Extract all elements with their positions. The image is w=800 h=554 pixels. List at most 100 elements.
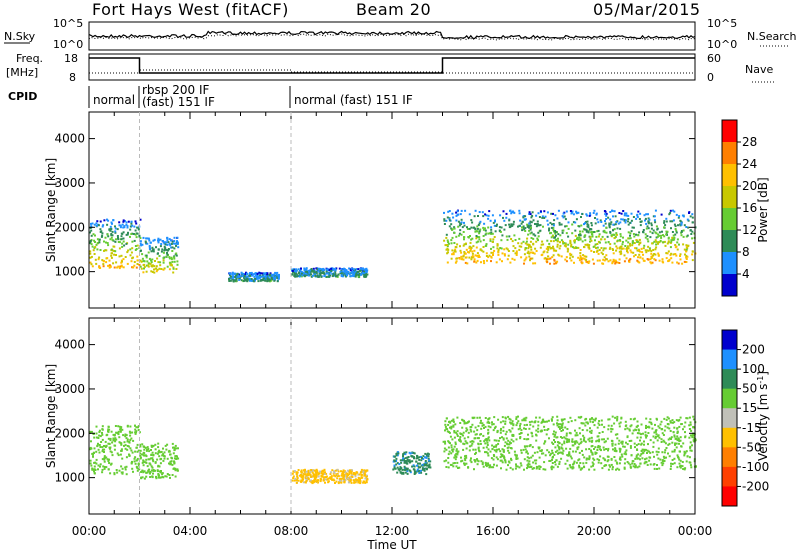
velocity-echo-cell — [110, 451, 113, 454]
velocity-echo-cell — [462, 448, 465, 451]
velocity-echo-cell — [629, 418, 632, 421]
velocity-echo-cell — [343, 478, 345, 481]
velocity-echo-cell — [492, 423, 495, 426]
velocity-echo-cell — [465, 456, 468, 459]
power-echo-cell — [524, 230, 527, 232]
power-echo-cell — [626, 248, 629, 251]
power-echo-cell — [459, 249, 462, 252]
velocity-echo-cell — [138, 468, 141, 471]
power-echo-cell — [611, 261, 614, 264]
power-echo-cell — [605, 226, 608, 229]
power-echo-cell — [653, 253, 656, 255]
power-echo-cell — [168, 256, 171, 259]
velocity-echo-cell — [394, 467, 397, 470]
power-cbar-swatch — [722, 120, 737, 143]
power-echo-cell — [463, 251, 466, 253]
velocity-echo-cell — [539, 430, 542, 433]
velocity-echo-cell — [639, 462, 642, 465]
power-echo-cell — [309, 273, 312, 276]
power-echo-cell — [464, 261, 467, 264]
power-echo-cell — [649, 258, 652, 261]
power-echo-cell — [235, 274, 238, 277]
velocity-echo-cell — [599, 455, 602, 458]
velocity-echo-cell — [296, 475, 299, 478]
power-echo-cell — [570, 253, 573, 256]
power-echo-cell — [142, 264, 145, 266]
power-echo-cell — [527, 233, 530, 236]
velocity-echo-cell — [623, 467, 626, 470]
power-echo-cell — [650, 224, 653, 227]
power-echo-cell — [571, 246, 574, 249]
velocity-echo-cell — [630, 439, 633, 442]
velocity-echo-cell — [519, 427, 522, 430]
power-echo-cell — [592, 245, 595, 248]
power-echo-cell — [473, 215, 476, 218]
power-echo-cell — [508, 235, 511, 238]
power-echo-cell — [543, 217, 546, 219]
power-echo-cell — [457, 220, 460, 223]
velocity-echo-cell — [412, 468, 415, 471]
power-echo-cell — [363, 273, 366, 276]
power-echo-cell — [534, 262, 537, 265]
power-echo-cell — [652, 215, 655, 218]
velocity-echo-cell — [491, 444, 494, 447]
power-echo-cell — [616, 239, 619, 242]
power-echo-cell — [552, 212, 554, 215]
power-echo-cell — [614, 215, 617, 218]
velocity-echo-cell — [592, 464, 594, 467]
power-echo-cell — [609, 218, 612, 221]
power-echo-cell — [611, 248, 614, 250]
velocity-echo-cell — [405, 451, 408, 454]
power-echo-cell — [616, 261, 619, 264]
velocity-echo-cell — [406, 472, 409, 475]
velocity-echo-cell — [357, 481, 360, 484]
power-echo-cell — [114, 231, 117, 234]
velocity-echo-cell — [487, 437, 490, 440]
power-echo-cell — [476, 254, 479, 257]
power-echo-cell — [569, 239, 572, 242]
power-echo-cell — [518, 209, 521, 212]
velocity-echo-cell — [164, 475, 167, 478]
velocity-echo-cell — [619, 448, 622, 451]
velocity-echo-cell — [154, 461, 157, 464]
velocity-echo-cell — [425, 473, 428, 476]
power-echo-cell — [455, 235, 458, 238]
velocity-echo-cell — [417, 462, 419, 465]
power-echo-cell — [355, 268, 358, 271]
velocity-echo-cell — [559, 427, 561, 430]
power-echo-cell — [477, 224, 480, 226]
velocity-echo-cell — [474, 448, 477, 451]
power-echo-cell — [656, 227, 659, 230]
power-echo-cell — [612, 215, 614, 218]
velocity-echo-cell — [467, 466, 470, 469]
power-echo-cell — [314, 274, 317, 277]
power-echo-cell — [557, 237, 559, 240]
power-echo-cell — [130, 233, 133, 235]
power-echo-cell — [591, 235, 594, 238]
power-echo-cell — [527, 247, 530, 250]
power-echo-cell — [271, 278, 273, 281]
velocity-echo-cell — [174, 455, 177, 458]
velocity-echo-cell — [475, 451, 477, 454]
velocity-echo-cell — [413, 457, 415, 460]
power-echo-cell — [93, 253, 96, 255]
velocity-echo-cell — [108, 442, 111, 445]
power-echo-cell — [569, 252, 572, 255]
power-echo-cell — [166, 251, 168, 254]
power-echo-cell — [299, 274, 302, 277]
velocity-echo-cell — [606, 437, 609, 440]
power-echo-cell — [634, 247, 637, 250]
power-echo-cell — [520, 222, 523, 225]
velocity-echo-cell — [626, 443, 629, 446]
velocity-echo-cell — [145, 461, 148, 464]
velocity-echo-cell — [495, 444, 498, 447]
power-echo-cell — [91, 265, 94, 268]
power-echo-cell — [636, 214, 639, 217]
velocity-echo-cell — [656, 468, 658, 470]
power-echo-cell — [117, 237, 119, 239]
velocity-echo-cell — [363, 474, 366, 477]
velocity-echo-cell — [173, 462, 176, 465]
velocity-echo-cell — [664, 442, 667, 445]
velocity-echo-cell — [655, 435, 657, 438]
velocity-echo-cell — [539, 449, 542, 452]
